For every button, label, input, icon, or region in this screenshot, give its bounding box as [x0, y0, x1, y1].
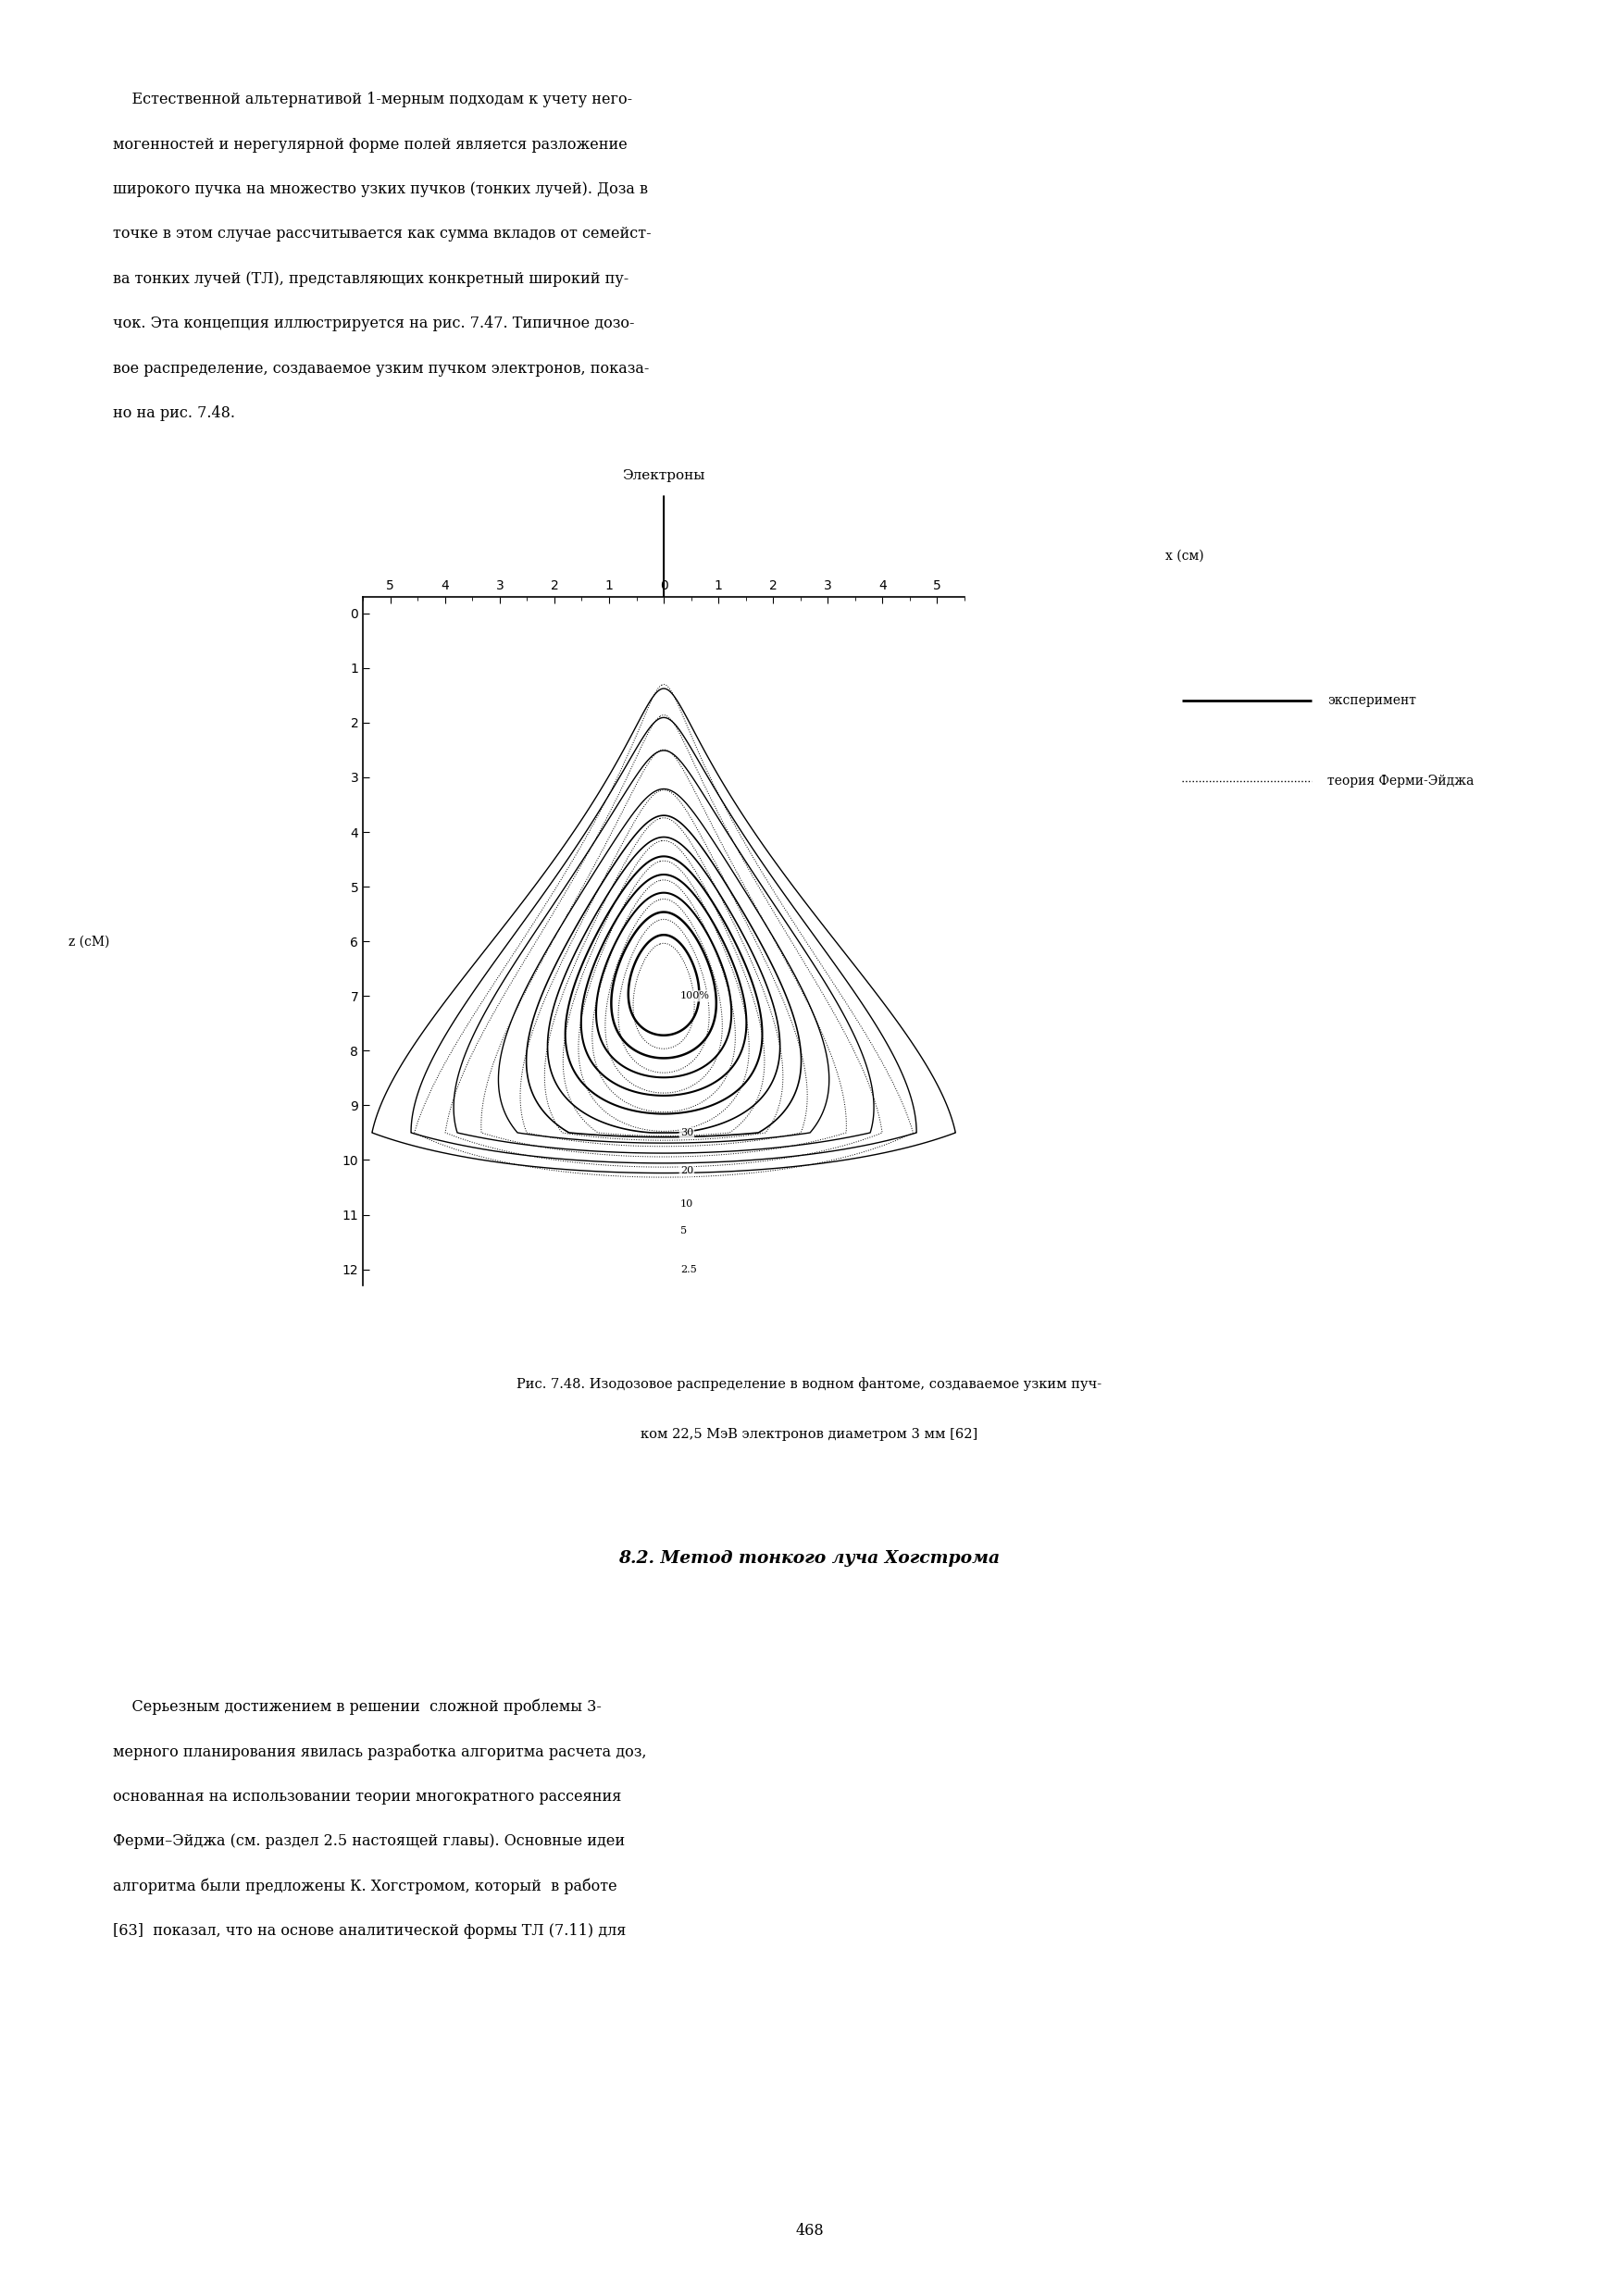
Text: теория Ферми-Эйджа: теория Ферми-Эйджа [1327, 774, 1474, 788]
Text: ком 22,5 МэВ электронов диаметром 3 мм [62]: ком 22,5 МэВ электронов диаметром 3 мм [… [641, 1428, 977, 1442]
Text: вое распределение, создаваемое узким пучком электронов, показа-: вое распределение, создаваемое узким пуч… [113, 360, 649, 377]
Text: Серьезным достижением в решении  сложной проблемы 3-: Серьезным достижением в решении сложной … [113, 1699, 602, 1715]
Text: Рис. 7.48. Изодозовое распределение в водном фантоме, создаваемое узким пуч-: Рис. 7.48. Изодозовое распределение в во… [516, 1378, 1102, 1391]
Text: чок. Эта концепция иллюстрируется на рис. 7.47. Типичное дозо-: чок. Эта концепция иллюстрируется на рис… [113, 317, 634, 331]
Text: Естественной альтернативой 1-мерным подходам к учету него-: Естественной альтернативой 1-мерным подх… [113, 92, 633, 108]
Text: 8.2. Метод тонкого луча Хогстрома: 8.2. Метод тонкого луча Хогстрома [618, 1550, 1000, 1566]
Text: 468: 468 [794, 2223, 824, 2239]
Text: х (см): х (см) [1165, 549, 1204, 563]
Text: мерного планирования явилась разработка алгоритма расчета доз,: мерного планирования явилась разработка … [113, 1745, 647, 1761]
Text: основанная на использовании теории многократного рассеяния: основанная на использовании теории много… [113, 1789, 621, 1805]
Text: 5: 5 [680, 1226, 686, 1235]
Text: Электроны: Электроны [621, 468, 705, 482]
Text: ва тонких лучей (ТЛ), представляющих конкретный широкий пу-: ва тонких лучей (ТЛ), представляющих кон… [113, 271, 629, 287]
Text: [63]  показал, что на основе аналитической формы ТЛ (7.11) для: [63] показал, что на основе аналитическо… [113, 1924, 626, 1938]
Text: 10: 10 [680, 1199, 693, 1208]
Text: широкого пучка на множество узких пучков (тонких лучей). Доза в: широкого пучка на множество узких пучков… [113, 181, 647, 197]
Text: z (сМ): z (сМ) [68, 934, 110, 948]
Text: алгоритма были предложены К. Хогстромом, который  в работе: алгоритма были предложены К. Хогстромом,… [113, 1878, 616, 1894]
Text: 30: 30 [680, 1127, 693, 1137]
Text: эксперимент: эксперимент [1327, 693, 1416, 707]
Text: Ферми–Эйджа (см. раздел 2.5 настоящей главы). Основные идеи: Ферми–Эйджа (см. раздел 2.5 настоящей гл… [113, 1832, 625, 1848]
Text: 100%: 100% [680, 992, 709, 1001]
Text: 20: 20 [680, 1166, 693, 1176]
Text: 2.5: 2.5 [680, 1265, 696, 1274]
Text: точке в этом случае рассчитывается как сумма вкладов от семейст-: точке в этом случае рассчитывается как с… [113, 227, 652, 241]
Text: могенностей и нерегулярной форме полей является разложение: могенностей и нерегулярной форме полей я… [113, 135, 628, 152]
Text: но на рис. 7.48.: но на рис. 7.48. [113, 406, 235, 420]
